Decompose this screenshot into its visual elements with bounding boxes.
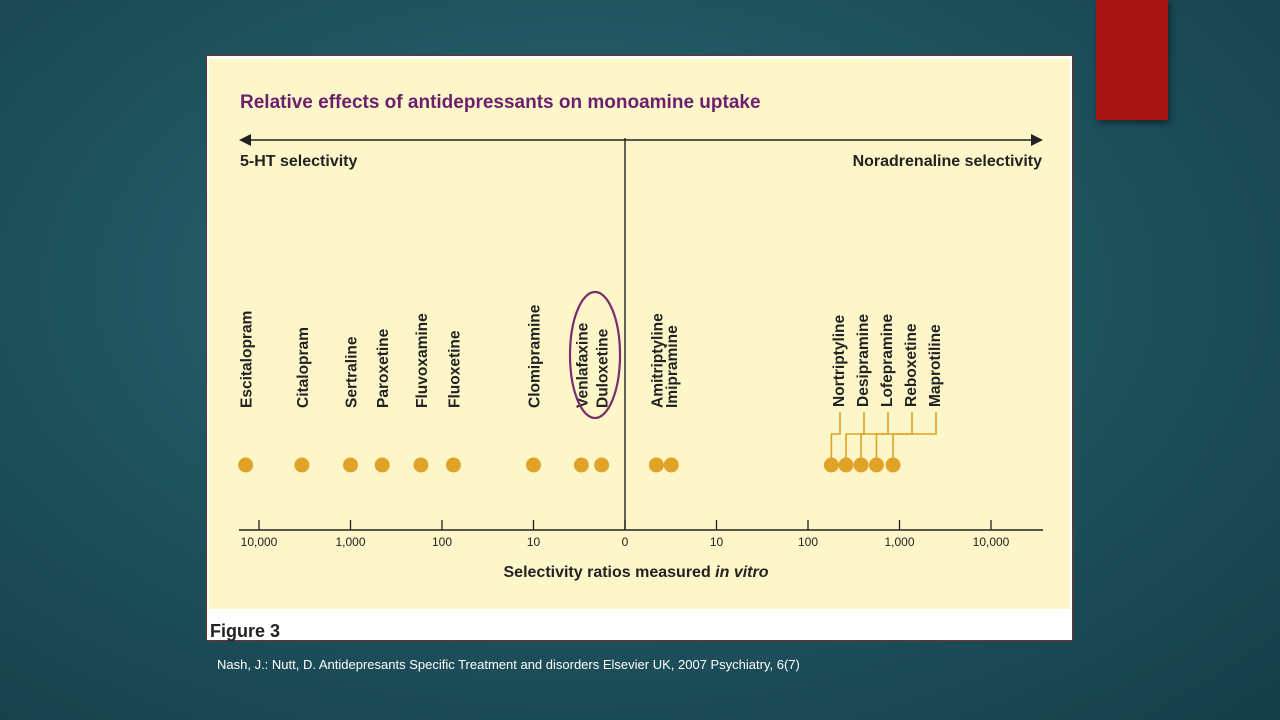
drug-labels: Escitalopram Citalopram Sertraline Paroxeti… [239, 304, 944, 408]
figure-frame: Relative effects of antidepressants on m… [206, 55, 1073, 641]
data-point [445, 457, 461, 473]
x-axis-ticks: 10,000 1,000 100 10 0 10 100 1,000 10,000 [241, 520, 1010, 549]
leader-line [892, 412, 937, 458]
leader-line [830, 412, 841, 458]
leader-lines [830, 412, 937, 458]
x-tick-label: 1,000 [884, 535, 914, 549]
drug-label: Lofepramine [879, 314, 896, 407]
data-point [594, 457, 610, 473]
data-point [294, 457, 310, 473]
drug-label: Reboxetine [903, 323, 920, 407]
left-direction-label: 5-HT selectivity [240, 153, 357, 170]
x-tick-label: 10 [710, 535, 724, 549]
drug-label: Paroxetine [375, 328, 392, 408]
right-arrowhead-icon [1031, 134, 1043, 146]
citation-text: Nash, J.: Nutt, D. Antidepresants Specif… [217, 657, 800, 672]
data-point [343, 457, 358, 473]
drug-label: Duloxetine [595, 328, 612, 408]
selectivity-chart: Relative effects of antidepressants on m… [238, 92, 1043, 581]
x-tick-label: 100 [798, 535, 818, 549]
data-point [838, 457, 854, 473]
drug-label: Amitriptyline [649, 313, 666, 408]
data-point [526, 457, 541, 473]
left-arrowhead-icon [239, 134, 251, 146]
red-accent-tab [1096, 0, 1168, 120]
data-point [238, 457, 254, 473]
x-tick-label: 10,000 [241, 535, 278, 549]
leader-line [845, 412, 865, 458]
data-point [885, 457, 901, 473]
x-tick-label: 10 [527, 535, 541, 549]
highlight-ellipse [568, 290, 622, 420]
x-tick-label: 1,000 [335, 535, 365, 549]
leader-line [860, 412, 889, 458]
x-tick-label: 0 [622, 535, 629, 549]
drug-label: Citalopram [295, 327, 312, 408]
drug-label: Clomipramine [527, 304, 544, 408]
x-tick-label: 100 [432, 535, 452, 549]
data-point [663, 457, 679, 473]
drug-label: Nortriptyline [831, 314, 848, 407]
x-tick-label: 10,000 [973, 535, 1010, 549]
x-axis-label: Selectivity ratios measured in vitro [504, 564, 769, 581]
drug-label: Imipramine [664, 325, 681, 408]
data-points [238, 457, 901, 473]
chart-panel [209, 59, 1070, 609]
chart-title: Relative effects of antidepressants on m… [240, 92, 761, 113]
figure-caption: Figure 3 [210, 621, 281, 641]
drug-label: Sertraline [344, 336, 361, 408]
drug-label: Fluvoxamine [414, 313, 431, 408]
drug-label: Venlafaxine [574, 322, 591, 408]
drug-label: Fluoxetine [446, 330, 463, 408]
data-point [648, 457, 664, 473]
drug-label: Escitalopram [239, 311, 256, 408]
data-point [374, 457, 390, 473]
data-point [868, 457, 884, 473]
data-point [413, 457, 429, 473]
data-point [853, 457, 869, 473]
data-point [823, 457, 839, 473]
drug-label: Maprotiline [927, 324, 944, 407]
leader-line [875, 412, 913, 458]
drug-label: Desipramine [855, 314, 872, 407]
data-point [573, 457, 589, 473]
right-direction-label: Noradrenaline selectivity [853, 153, 1043, 170]
